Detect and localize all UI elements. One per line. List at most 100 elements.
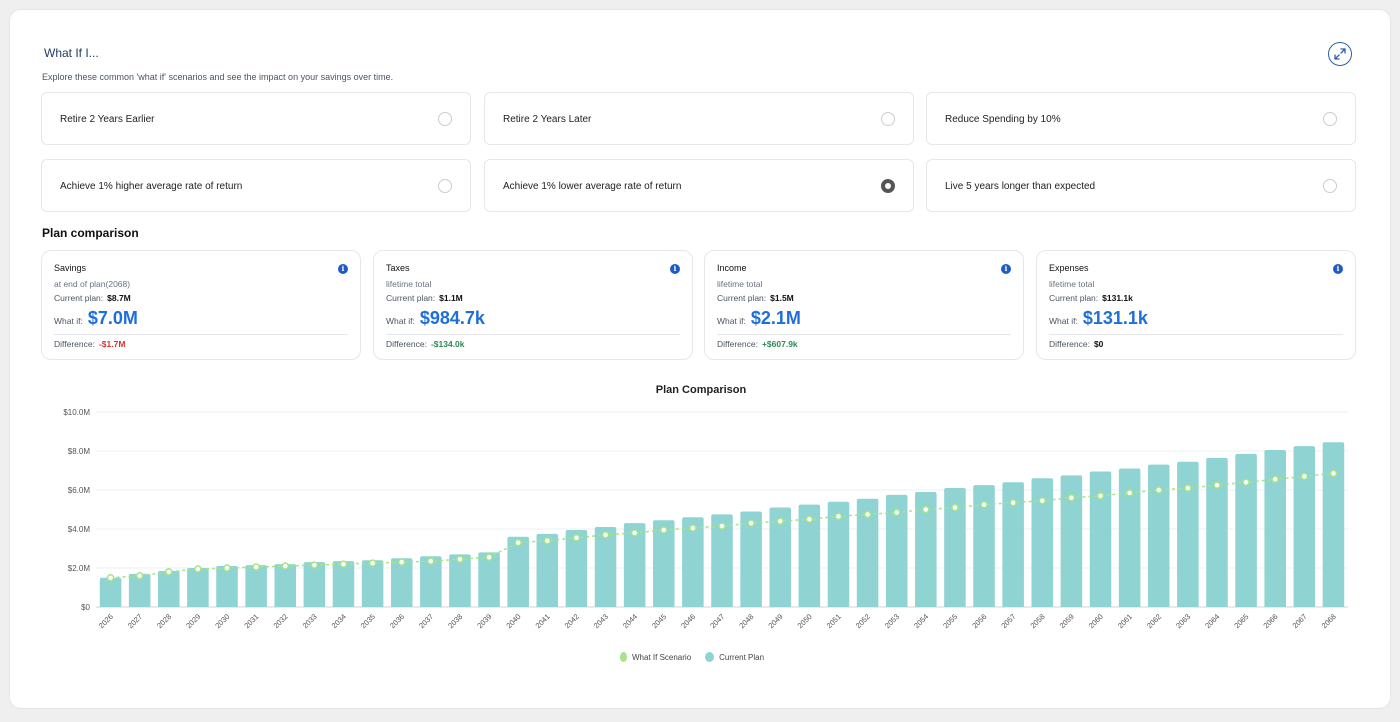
point-what-if[interactable] — [980, 500, 988, 509]
scenario-radio[interactable] — [881, 112, 895, 126]
scenario-option-higher-return[interactable]: Achieve 1% higher average rate of return — [41, 159, 471, 212]
bar-current-plan[interactable] — [827, 501, 850, 607]
bar-current-plan[interactable] — [1177, 461, 1199, 607]
point-what-if[interactable] — [834, 512, 843, 521]
bar-current-plan[interactable] — [449, 554, 471, 607]
bar-current-plan[interactable] — [390, 558, 413, 607]
bar-current-plan[interactable] — [216, 566, 238, 607]
point-what-if[interactable] — [456, 555, 464, 563]
bar-current-plan[interactable] — [1264, 450, 1286, 607]
point-what-if[interactable] — [951, 503, 959, 512]
point-what-if[interactable] — [1038, 496, 1047, 505]
point-what-if[interactable] — [310, 561, 319, 569]
scenario-radio[interactable] — [438, 112, 452, 126]
bar-current-plan[interactable] — [1118, 468, 1141, 607]
scenario-radio-selected[interactable] — [881, 179, 895, 193]
info-icon[interactable]: i — [1333, 264, 1343, 274]
expand-button[interactable] — [1328, 42, 1352, 66]
scenario-option-retire-earlier[interactable]: Retire 2 Years Earlier — [41, 92, 471, 145]
scenario-option-reduce-spending[interactable]: Reduce Spending by 10% — [926, 92, 1356, 145]
bar-current-plan[interactable] — [1089, 471, 1112, 607]
bar-current-plan[interactable] — [944, 488, 966, 607]
bar-current-plan[interactable] — [682, 517, 704, 607]
point-what-if[interactable] — [223, 564, 231, 572]
point-what-if[interactable] — [660, 526, 668, 534]
bar-current-plan[interactable] — [187, 568, 209, 607]
info-icon[interactable]: i — [1001, 264, 1011, 274]
point-what-if[interactable] — [922, 505, 930, 514]
point-what-if[interactable] — [892, 508, 901, 517]
bar-current-plan[interactable] — [245, 565, 267, 607]
scenario-option-lower-return[interactable]: Achieve 1% lower average rate of return — [484, 159, 914, 212]
bar-current-plan[interactable] — [332, 561, 355, 607]
point-what-if[interactable] — [1271, 475, 1279, 484]
bar-current-plan[interactable] — [536, 533, 559, 607]
point-what-if[interactable] — [252, 563, 260, 571]
bar-current-plan[interactable] — [478, 552, 500, 607]
point-what-if[interactable] — [1242, 478, 1250, 486]
point-what-if[interactable] — [543, 536, 552, 545]
bar-current-plan[interactable] — [798, 504, 821, 607]
point-what-if[interactable] — [1184, 484, 1192, 492]
bar-current-plan[interactable] — [711, 514, 733, 607]
point-what-if[interactable] — [1067, 494, 1076, 502]
bar-current-plan[interactable] — [1002, 482, 1024, 607]
bar-current-plan[interactable] — [303, 562, 326, 607]
bar-current-plan[interactable] — [1060, 475, 1083, 607]
bar-current-plan[interactable] — [885, 494, 908, 607]
bar-current-plan[interactable] — [507, 536, 529, 607]
point-what-if[interactable] — [485, 553, 493, 562]
point-what-if[interactable] — [1096, 492, 1105, 500]
point-what-if[interactable] — [776, 517, 784, 525]
scenario-radio[interactable] — [1323, 179, 1337, 193]
point-what-if[interactable] — [427, 557, 435, 565]
bar-current-plan[interactable] — [420, 556, 442, 607]
legend-item-what-if[interactable]: What If Scenario — [620, 652, 691, 662]
bar-current-plan[interactable] — [274, 564, 297, 607]
point-what-if[interactable] — [281, 562, 290, 570]
info-icon[interactable]: i — [338, 264, 348, 274]
bar-current-plan[interactable] — [361, 560, 384, 607]
point-what-if[interactable] — [630, 529, 639, 537]
point-what-if[interactable] — [1329, 469, 1338, 478]
point-what-if[interactable] — [863, 510, 872, 519]
point-what-if[interactable] — [805, 515, 814, 523]
point-what-if[interactable] — [689, 524, 697, 532]
point-what-if[interactable] — [1213, 481, 1221, 489]
point-what-if[interactable] — [106, 574, 115, 582]
point-what-if[interactable] — [514, 538, 522, 547]
bar-current-plan[interactable] — [740, 511, 762, 607]
bar-current-plan[interactable] — [565, 529, 588, 607]
bar-current-plan[interactable] — [973, 485, 995, 607]
point-what-if[interactable] — [194, 565, 202, 573]
point-what-if[interactable] — [339, 560, 348, 568]
point-what-if[interactable] — [572, 534, 581, 542]
legend-item-current-plan[interactable]: Current Plan — [705, 652, 764, 662]
point-what-if[interactable] — [165, 568, 173, 576]
scenario-option-retire-later[interactable]: Retire 2 Years Later — [484, 92, 914, 145]
point-what-if[interactable] — [747, 519, 755, 527]
bar-current-plan[interactable] — [856, 498, 879, 607]
info-icon[interactable]: i — [670, 264, 680, 274]
bar-current-plan[interactable] — [158, 570, 180, 607]
bar-current-plan[interactable] — [1322, 442, 1345, 607]
scenario-radio[interactable] — [438, 179, 452, 193]
point-what-if[interactable] — [718, 522, 726, 530]
bar-current-plan[interactable] — [1147, 464, 1170, 607]
point-what-if[interactable] — [1125, 489, 1134, 497]
bar-current-plan[interactable] — [1206, 457, 1228, 607]
bar-current-plan[interactable] — [623, 523, 646, 607]
point-what-if[interactable] — [368, 559, 377, 567]
bar-current-plan[interactable] — [128, 573, 151, 607]
point-what-if[interactable] — [601, 531, 610, 539]
point-what-if[interactable] — [1009, 498, 1017, 507]
bar-current-plan[interactable] — [915, 491, 937, 607]
bar-current-plan[interactable] — [594, 527, 617, 607]
bar-current-plan[interactable] — [769, 507, 792, 607]
point-what-if[interactable] — [135, 572, 144, 580]
point-what-if[interactable] — [1300, 472, 1309, 481]
point-what-if[interactable] — [397, 558, 406, 566]
scenario-radio[interactable] — [1323, 112, 1337, 126]
bar-current-plan[interactable] — [652, 520, 675, 607]
bar-current-plan[interactable] — [1235, 453, 1257, 607]
